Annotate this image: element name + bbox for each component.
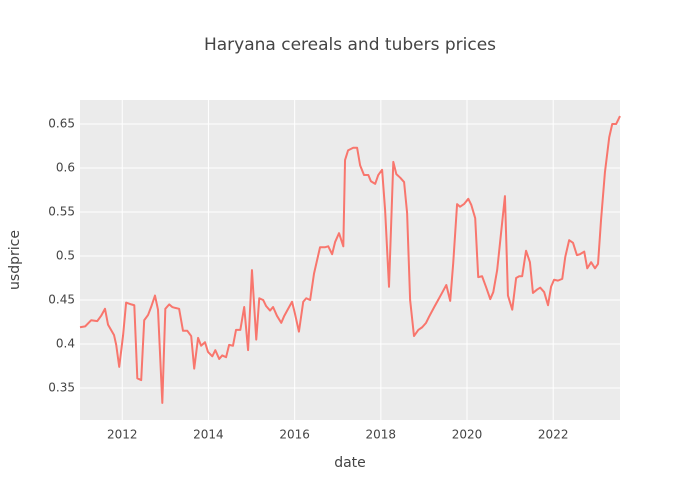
y-tick-label: 0.55 (48, 205, 75, 219)
x-tick-label: 2016 (279, 428, 310, 442)
y-axis-label: usdprice (7, 230, 23, 290)
y-tick-label: 0.5 (56, 248, 75, 262)
y-tick-label: 0.35 (48, 380, 75, 394)
x-tick-label: 2020 (452, 428, 483, 442)
x-tick-label: 2014 (193, 428, 224, 442)
y-tick-label: 0.45 (48, 292, 75, 306)
y-tick-label: 0.4 (56, 336, 75, 350)
y-tick-label: 0.65 (48, 117, 75, 131)
line (79, 115, 621, 404)
x-tick-label: 2018 (366, 428, 397, 442)
x-tick-label: 2022 (538, 428, 569, 442)
x-axis-label: date (334, 455, 366, 471)
chart-title: Haryana cereals and tubers prices (204, 35, 496, 55)
x-tick-label: 2012 (107, 428, 138, 442)
y-tick-label: 0.6 (56, 161, 75, 175)
